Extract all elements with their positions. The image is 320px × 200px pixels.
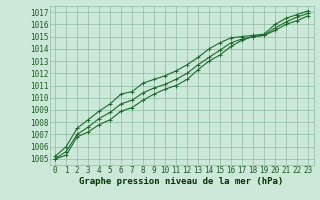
X-axis label: Graphe pression niveau de la mer (hPa): Graphe pression niveau de la mer (hPa)	[79, 177, 284, 186]
